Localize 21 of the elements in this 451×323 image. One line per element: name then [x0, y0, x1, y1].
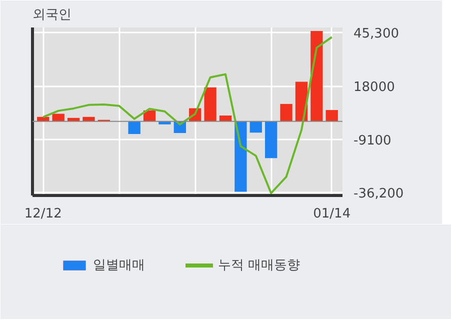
y-tick-label: -36,200	[354, 186, 404, 202]
y-tick-label: -9100	[354, 133, 392, 148]
bar	[52, 114, 64, 122]
bar	[265, 121, 278, 158]
bar	[82, 116, 95, 122]
bar	[326, 110, 338, 122]
y-tick-label: 45,300	[354, 26, 399, 42]
bar	[310, 31, 323, 122]
x-tick-label: 01/14	[313, 206, 351, 222]
legend-label: 누적 매매동향	[218, 257, 300, 274]
bar	[250, 121, 262, 133]
bar	[204, 87, 216, 122]
x-tick-label: 12/12	[24, 206, 62, 222]
y-tick-label: 18000	[354, 80, 395, 96]
bar	[234, 121, 247, 192]
line-series	[42, 36, 333, 194]
bar	[219, 116, 232, 122]
legend-label: 일별매매	[93, 257, 145, 274]
bar	[128, 121, 140, 134]
bar	[280, 104, 292, 122]
chart-title: 외국인	[32, 8, 72, 22]
